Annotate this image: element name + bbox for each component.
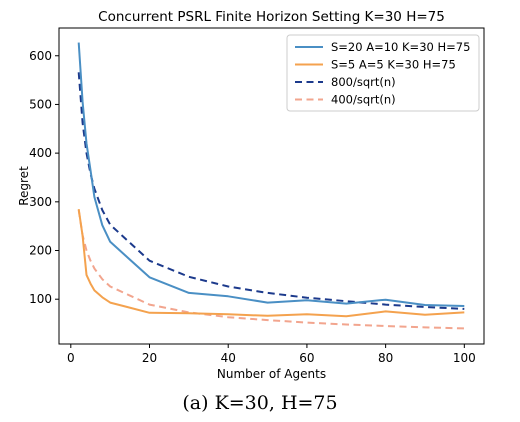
x-tick-label: 20 [142, 351, 157, 365]
legend-box [286, 34, 480, 112]
legend-label-4: 400/sqrt(n) [331, 93, 396, 107]
chart: Concurrent PSRL Finite Horizon Setting K… [17, 9, 485, 381]
x-axis-label: Number of Agents [217, 367, 326, 381]
legend: S=20 A=10 K=30 H=75 S=5 A=5 K=30 H=75 800/… [286, 34, 480, 112]
figure-caption: (a) K=30, H=75 [182, 392, 338, 414]
legend-label-1: S=20 A=10 K=30 H=75 [331, 40, 470, 54]
legend-label-2: S=5 A=5 K=30 H=75 [331, 58, 456, 72]
y-axis-label: Regret [17, 166, 31, 206]
y-tick-label: 500 [29, 97, 52, 111]
y-tick-label: 600 [29, 49, 52, 63]
chart-title: Concurrent PSRL Finite Horizon Setting K… [98, 9, 445, 25]
x-tick-label: 60 [299, 351, 314, 365]
series-line-4 [77, 209, 465, 330]
plot-frame [58, 27, 485, 345]
x-tick-label: 40 [221, 351, 236, 365]
series-line-1 [77, 42, 465, 307]
x-tick-label: 80 [378, 351, 393, 365]
legend-label-3: 800/sqrt(n) [331, 75, 396, 89]
axis-ticks: 0 20 40 60 80 100 100 200 300 400 500 600 [29, 49, 476, 365]
series-line-2 [77, 208, 465, 318]
y-tick-label: 100 [29, 292, 52, 306]
x-tick-label: 100 [453, 351, 476, 365]
y-tick-label: 400 [29, 146, 52, 160]
y-tick-label: 200 [29, 244, 52, 258]
x-tick-label: 0 [67, 351, 75, 365]
series-layer [77, 42, 465, 330]
series-line-3 [77, 72, 465, 310]
y-tick-label: 300 [29, 195, 52, 209]
